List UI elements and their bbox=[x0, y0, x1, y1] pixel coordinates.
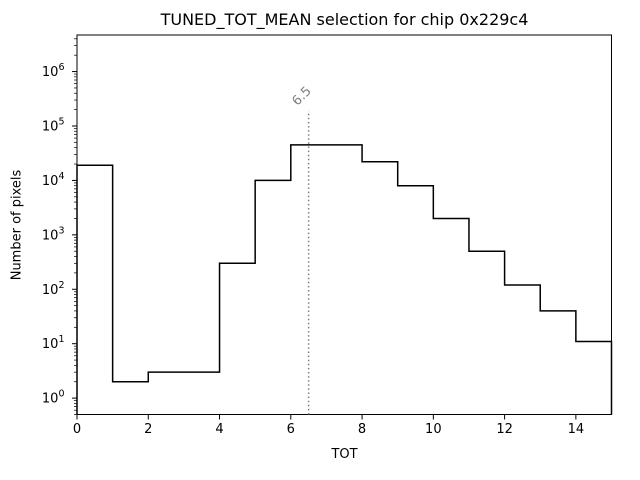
x-tick-label: 8 bbox=[358, 422, 366, 437]
y-tick-label: 103 bbox=[42, 225, 65, 243]
y-tick-label: 102 bbox=[42, 280, 65, 298]
x-tick-label: 0 bbox=[73, 422, 81, 437]
threshold-vline-label: 6.5 bbox=[290, 84, 315, 109]
x-tick-label: 2 bbox=[144, 422, 152, 437]
y-tick-label: 106 bbox=[42, 62, 65, 80]
x-tick-label: 4 bbox=[215, 422, 223, 437]
x-tick-label: 10 bbox=[425, 422, 442, 437]
chart-title: TUNED_TOT_MEAN selection for chip 0x229c… bbox=[160, 10, 529, 29]
y-tick-label: 105 bbox=[42, 117, 65, 135]
x-axis-label: TOT bbox=[331, 447, 358, 462]
histogram-step-line bbox=[76, 144, 613, 415]
plot-border bbox=[76, 34, 612, 415]
x-tick-label: 6 bbox=[287, 422, 295, 437]
y-tick-label: 104 bbox=[42, 171, 65, 189]
y-tick-label: 101 bbox=[42, 334, 65, 352]
y-tick-label: 100 bbox=[42, 389, 65, 407]
x-tick-label: 12 bbox=[496, 422, 513, 437]
x-tick-label: 14 bbox=[568, 422, 585, 437]
